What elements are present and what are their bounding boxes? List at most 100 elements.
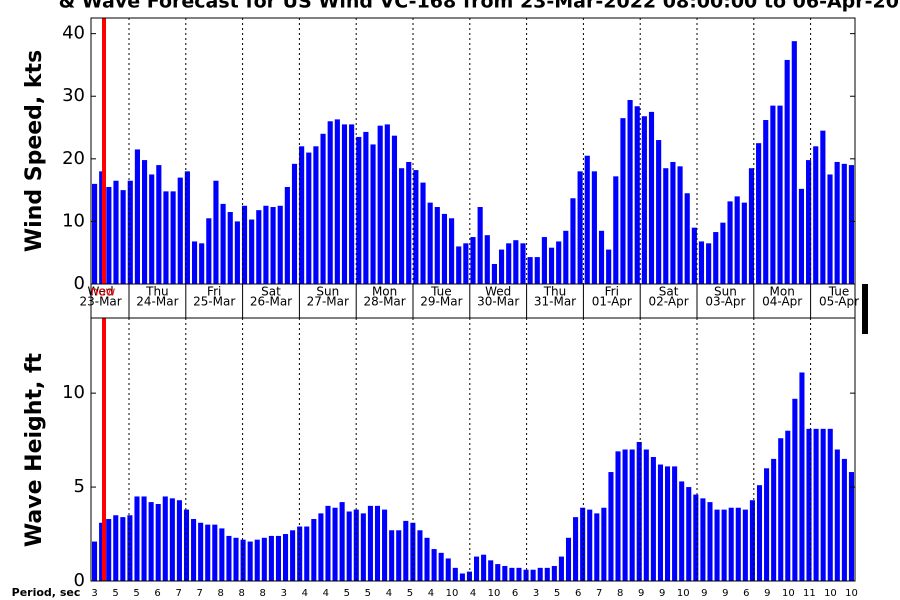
- bar: [434, 207, 440, 284]
- bar: [513, 240, 519, 284]
- weekday: Sat: [261, 285, 281, 299]
- bar: [608, 472, 614, 581]
- bar: [735, 507, 741, 581]
- period-value: 4: [302, 588, 308, 599]
- date: 29-Mar: [420, 295, 462, 309]
- bar: [580, 507, 586, 581]
- bar: [247, 541, 253, 581]
- bar: [591, 171, 597, 284]
- bar: [452, 567, 458, 581]
- bar: [742, 509, 748, 581]
- bar: [756, 485, 763, 581]
- bar: [106, 519, 112, 581]
- period-value: 3: [281, 588, 287, 599]
- bar: [370, 144, 376, 284]
- bar: [657, 464, 663, 581]
- period-value: 8: [617, 588, 623, 599]
- bar: [254, 539, 260, 581]
- bar: [541, 237, 547, 284]
- period-value: 10: [845, 588, 858, 599]
- bar: [684, 193, 690, 284]
- bar: [99, 171, 105, 284]
- period-value: 8: [239, 588, 245, 599]
- period-value: 8: [260, 588, 266, 599]
- bar: [240, 539, 246, 581]
- bar: [700, 498, 706, 581]
- bar: [341, 124, 348, 285]
- bar: [227, 212, 233, 284]
- bar: [441, 213, 448, 284]
- scroll-marker: [862, 284, 868, 334]
- bar: [346, 511, 352, 581]
- bar: [155, 503, 161, 581]
- period-value: 7: [196, 588, 202, 599]
- bar: [727, 201, 733, 284]
- weekday: Mon: [372, 285, 397, 299]
- bar: [474, 556, 480, 581]
- bar: [764, 468, 770, 581]
- bar: [162, 496, 168, 581]
- bar: [291, 163, 298, 284]
- bar: [304, 526, 310, 581]
- bar: [277, 205, 283, 284]
- bar: [163, 191, 169, 284]
- y-axis-label: Wind Speed, kts: [22, 50, 47, 252]
- bar: [290, 530, 296, 581]
- y-tick-label: 0: [74, 273, 85, 294]
- chart-title: & Wave Forecast for US Wind VC-168 from …: [59, 0, 900, 13]
- bar: [720, 222, 726, 284]
- weekday: Fri: [605, 285, 619, 299]
- bar: [427, 202, 433, 284]
- bar: [403, 520, 409, 581]
- bar: [256, 210, 262, 284]
- weekday: Sun: [316, 285, 339, 299]
- bar: [113, 515, 119, 581]
- period-value: 5: [407, 588, 413, 599]
- bar: [325, 505, 331, 581]
- bar: [234, 221, 240, 284]
- bar: [311, 519, 317, 581]
- y-tick-label: 10: [62, 382, 85, 403]
- period-label: Period, sec: [12, 586, 81, 599]
- bar: [484, 235, 490, 284]
- bar: [848, 472, 854, 581]
- bar: [506, 243, 512, 284]
- period-value: 4: [428, 588, 434, 599]
- bar: [577, 171, 583, 284]
- weekday: Wed: [88, 285, 114, 299]
- bar: [806, 160, 812, 284]
- period-value: 11: [803, 588, 816, 599]
- bar: [629, 449, 635, 581]
- bar: [389, 530, 395, 581]
- bar: [420, 182, 426, 284]
- period-value: 7: [175, 588, 181, 599]
- y-tick-label: 40: [62, 23, 85, 44]
- bar: [391, 135, 398, 284]
- bar: [648, 111, 655, 284]
- bar: [641, 116, 647, 285]
- bar: [141, 496, 147, 581]
- period-value: 6: [575, 588, 581, 599]
- bar: [537, 567, 543, 581]
- bar: [748, 168, 755, 284]
- weekday: Sat: [659, 285, 679, 299]
- bar: [134, 496, 140, 581]
- bar: [169, 498, 175, 581]
- weekday: Tue: [430, 285, 452, 299]
- bar: [113, 180, 119, 284]
- bar: [306, 152, 312, 284]
- bar: [438, 552, 444, 581]
- bar: [820, 130, 826, 284]
- bar: [363, 131, 369, 284]
- bar: [183, 509, 190, 581]
- period-value: 9: [722, 588, 728, 599]
- bar: [233, 537, 239, 581]
- bar: [756, 143, 762, 284]
- period-value: 6: [512, 588, 518, 599]
- weekday: Thu: [543, 285, 567, 299]
- bar: [820, 428, 826, 581]
- bar: [176, 500, 182, 581]
- bar: [206, 218, 212, 284]
- bar: [377, 125, 383, 284]
- bar: [92, 541, 98, 581]
